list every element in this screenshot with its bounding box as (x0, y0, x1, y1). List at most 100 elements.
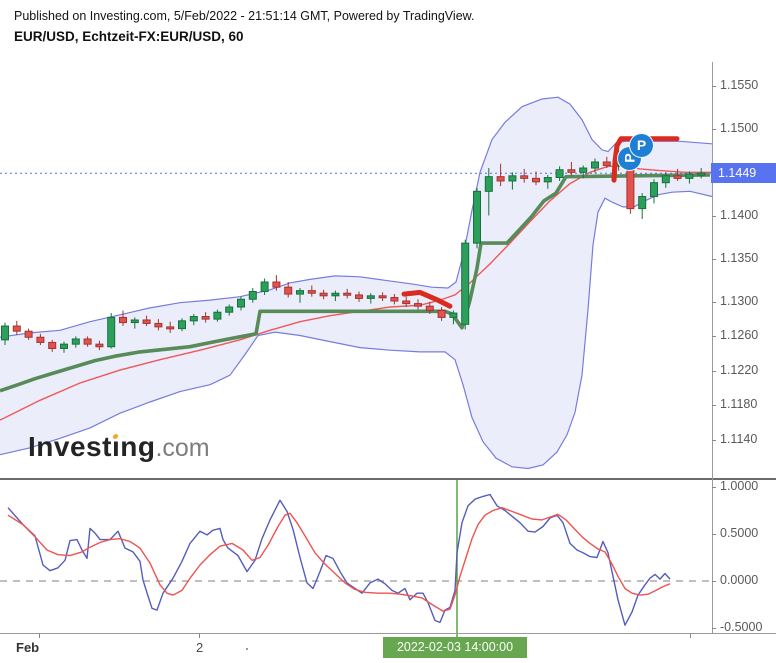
candle-body (307, 290, 316, 294)
candle-body (1, 325, 9, 341)
candle-body (437, 309, 446, 318)
candle-body (591, 161, 599, 169)
price-tick-label: 1.1350 (720, 250, 759, 265)
logo-text: Investı ng (28, 431, 156, 462)
panel-separator[interactable] (0, 478, 776, 480)
bollinger-fill (0, 97, 712, 469)
time-tick-mark (690, 633, 691, 638)
price-tick-label: 1.1220 (720, 362, 759, 377)
oscillator-tick-mark (712, 628, 716, 629)
candle-body (508, 175, 517, 182)
candle-body (484, 176, 493, 192)
candle-body (425, 305, 434, 311)
price-tick-mark (712, 129, 716, 131)
candle-body (343, 292, 352, 296)
candle-body (650, 182, 658, 198)
candle-body (166, 326, 175, 330)
candle-body (638, 196, 647, 210)
candle-body (296, 290, 304, 295)
candle-body (555, 169, 564, 179)
candle-body (378, 295, 387, 299)
oscillator-tick-label: 1.0000 (720, 479, 759, 493)
candle-body (189, 316, 198, 322)
last-price-label: 1.1449 (711, 163, 776, 184)
price-tick-mark (712, 86, 716, 87)
price-tick-label: 1.1260 (720, 328, 759, 343)
price-tick-mark (712, 439, 716, 441)
price-tick-mark (712, 215, 716, 217)
candle-body (602, 161, 611, 166)
candle-body (24, 330, 33, 338)
candle-body (71, 338, 80, 345)
candle-body (685, 173, 694, 179)
price-tick-mark (712, 405, 716, 407)
candle-body (414, 303, 422, 307)
oscillator-tick-mark (712, 581, 716, 582)
candle-body (225, 306, 234, 313)
candle-body (355, 294, 363, 299)
logo-tld: .com (155, 434, 210, 462)
candle-body (661, 175, 670, 184)
candle-body (579, 167, 588, 173)
candle-body (48, 341, 57, 349)
publish-badge-icon[interactable]: P (629, 133, 654, 158)
candle-body (319, 292, 328, 297)
oscillator-tick-mark (712, 534, 716, 535)
oscillator-tick-label: 0.0000 (720, 573, 759, 587)
candle-body (201, 316, 210, 320)
candle-body (532, 177, 540, 183)
red-marker-line (401, 289, 453, 309)
price-tick-mark (712, 370, 716, 372)
candle-body (60, 343, 68, 349)
price-tick-label: 1.1550 (720, 78, 759, 92)
candle-body (473, 190, 481, 244)
published-line: Published on Investing.com, 5/Feb/2022 -… (14, 9, 475, 23)
price-tick-label: 1.1400 (720, 207, 759, 222)
candle-body (142, 319, 151, 324)
candle-body (284, 286, 293, 295)
time-tick-mark (199, 633, 200, 638)
candle-body (95, 343, 104, 348)
candle-body (36, 336, 45, 343)
oscillator-tick-label: -0.5000 (720, 620, 763, 634)
oscillator-tick-label: 0.5000 (720, 526, 759, 540)
time-axis-line[interactable] (0, 633, 776, 634)
candle-body (130, 319, 139, 324)
event-time-label: 2022-02-03 14:00:00 (383, 637, 527, 658)
candle-body (213, 311, 222, 320)
investing-logo: Investı ng.com (28, 431, 210, 463)
candle-body (154, 322, 163, 328)
candle-body (390, 297, 399, 302)
candle-body (248, 290, 257, 300)
candle-body (496, 176, 505, 182)
candle-body (107, 316, 116, 348)
candle-body (178, 320, 186, 330)
candle-body (461, 242, 470, 325)
price-tick-mark (712, 258, 716, 260)
candle-body (260, 281, 269, 292)
candle-body (237, 298, 245, 308)
time-axis-label: 2 (196, 640, 204, 655)
candle-body (83, 338, 92, 345)
candle-body (119, 316, 127, 324)
bollinger-upper-line (0, 96, 713, 338)
candle-body (673, 175, 682, 179)
time-axis-label: Feb (16, 640, 40, 655)
candle-body (402, 300, 411, 305)
support-step-line (0, 173, 711, 393)
oscillator-fast-line (7, 493, 671, 626)
price-tick-label: 1.1140 (720, 431, 758, 446)
symbol-title: EUR/USD, Echtzeit-FX:EUR/USD, 60 (14, 29, 244, 44)
price-axis-line[interactable] (712, 62, 713, 633)
price-tick-label: 1.1300 (720, 293, 759, 308)
time-tick-dot (246, 648, 248, 650)
price-tick-label: 1.1500 (720, 121, 759, 136)
bollinger-lower-line (0, 190, 713, 470)
candle-body (272, 281, 281, 288)
candle-body (449, 312, 458, 318)
candle-body (520, 175, 529, 179)
candle-body (567, 169, 576, 173)
price-tick-label: 1.1180 (720, 397, 758, 412)
